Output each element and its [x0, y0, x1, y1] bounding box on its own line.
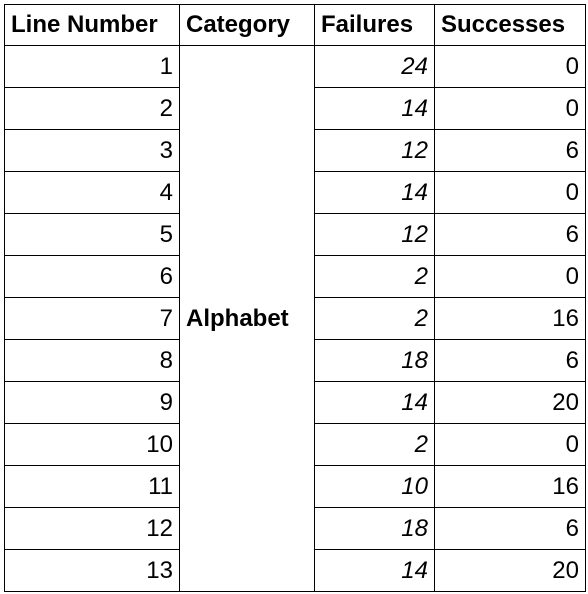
failures-cell: 14	[314, 87, 435, 130]
table-row: 8 18 6	[4, 339, 586, 382]
successes-cell: 16	[434, 297, 586, 340]
failures-cell: 18	[314, 339, 435, 382]
line-number-cell: 3	[4, 129, 180, 172]
successes-cell: 6	[434, 213, 586, 256]
table-row: 3 12 6	[4, 129, 586, 172]
successes-cell: 6	[434, 339, 586, 382]
table-row: 13 14 20	[4, 549, 586, 592]
failures-cell: 2	[314, 423, 435, 466]
header-category: Category	[179, 4, 315, 46]
line-number-cell: 13	[4, 549, 180, 592]
line-number-cell: 11	[4, 465, 180, 508]
header-successes: Successes	[434, 4, 586, 46]
table-row: 11 10 16	[4, 465, 586, 508]
failures-cell: 10	[314, 465, 435, 508]
successes-cell: 0	[434, 87, 586, 130]
table-row: 7 2 16	[4, 297, 586, 340]
table-row: 2 14 0	[4, 87, 586, 130]
successes-cell: 0	[434, 45, 586, 88]
successes-cell: 6	[434, 507, 586, 550]
line-number-cell: 12	[4, 507, 180, 550]
successes-cell: 0	[434, 171, 586, 214]
header-failures: Failures	[314, 4, 435, 46]
failures-cell: 14	[314, 549, 435, 592]
line-number-cell: 2	[4, 87, 180, 130]
successes-cell: 6	[434, 129, 586, 172]
table-row: 5 12 6	[4, 213, 586, 256]
successes-cell: 20	[434, 381, 586, 424]
line-number-cell: 6	[4, 255, 180, 298]
header-row: Line Number Category Failures Successes	[4, 4, 586, 46]
successes-cell: 20	[434, 549, 586, 592]
successes-cell: 0	[434, 423, 586, 466]
line-number-cell: 1	[4, 45, 180, 88]
failures-cell: 12	[314, 129, 435, 172]
failures-cell: 12	[314, 213, 435, 256]
failures-cell: 14	[314, 171, 435, 214]
category-cell: Alphabet	[179, 45, 315, 592]
successes-cell: 0	[434, 255, 586, 298]
table-row: 4 14 0	[4, 171, 586, 214]
line-number-cell: 10	[4, 423, 180, 466]
table-row: 1 Alphabet 24 0	[4, 45, 586, 592]
line-number-cell: 9	[4, 381, 180, 424]
line-number-cell: 4	[4, 171, 180, 214]
line-number-cell: 7	[4, 297, 180, 340]
table-row: 12 18 6	[4, 507, 586, 550]
failures-cell: 14	[314, 381, 435, 424]
failures-cell: 2	[314, 255, 435, 298]
data-table: Line Number Category Failures Successes …	[4, 4, 586, 592]
failures-cell: 2	[314, 297, 435, 340]
failures-cell: 18	[314, 507, 435, 550]
table-row: 10 2 0	[4, 423, 586, 466]
line-number-cell: 5	[4, 213, 180, 256]
failures-cell: 24	[314, 45, 435, 88]
successes-cell: 16	[434, 465, 586, 508]
line-number-cell: 8	[4, 339, 180, 382]
header-line-number: Line Number	[4, 4, 180, 46]
